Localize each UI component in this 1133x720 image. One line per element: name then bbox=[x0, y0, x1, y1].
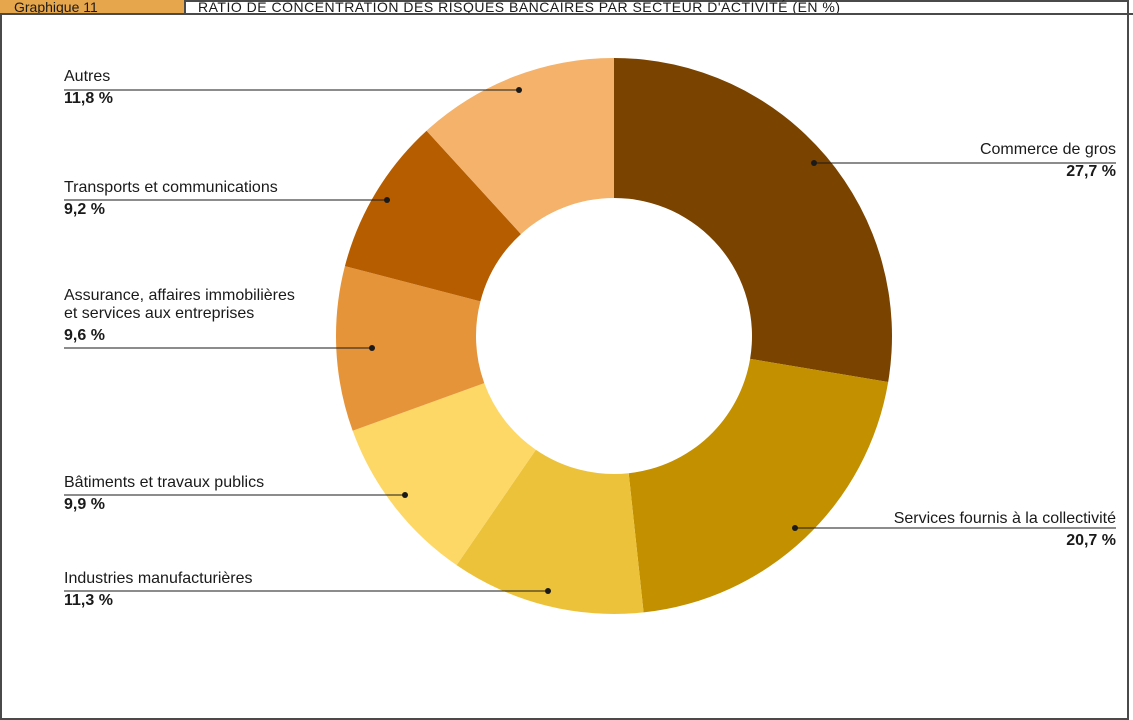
leader-dot bbox=[811, 160, 817, 166]
slice-label-name: Autres bbox=[64, 68, 110, 85]
leader-dot bbox=[545, 588, 551, 594]
leader-dot bbox=[516, 87, 522, 93]
chart-header: Graphique 11 RATIO DE CONCENTRATION DES … bbox=[0, 0, 1133, 15]
leader-dot bbox=[792, 525, 798, 531]
slice-label-value: 11,3 % bbox=[64, 592, 113, 609]
slice-label-value: 27,7 % bbox=[1066, 163, 1116, 180]
donut-slice bbox=[352, 383, 536, 566]
chart-title: RATIO DE CONCENTRATION DES RISQUES BANCA… bbox=[186, 0, 1133, 15]
leader-dot bbox=[402, 492, 408, 498]
slice-label-name: Services fournis à la collectivité bbox=[894, 510, 1116, 527]
donut-slice bbox=[336, 266, 485, 431]
chart-number: Graphique 11 bbox=[0, 0, 186, 15]
slice-label-name: Commerce de gros bbox=[980, 141, 1116, 158]
leader-dot bbox=[384, 197, 390, 203]
donut-slice bbox=[426, 58, 614, 235]
slice-label-name: Transports et communications bbox=[64, 179, 278, 196]
slice-label-name: Industries manufacturières bbox=[64, 570, 253, 587]
donut-slice bbox=[628, 358, 889, 613]
slice-label-value: 11,8 % bbox=[64, 90, 113, 107]
slice-label-value: 9,2 % bbox=[64, 201, 105, 218]
slice-label-value: 9,9 % bbox=[64, 496, 105, 513]
leader-dot bbox=[369, 345, 375, 351]
slice-label-name: Assurance, affaires immobilières et servi… bbox=[64, 287, 295, 322]
donut-slice bbox=[614, 58, 892, 382]
slice-label-value: 9,6 % bbox=[64, 327, 105, 344]
slice-label-value: 20,7 % bbox=[1066, 532, 1116, 549]
slice-label-name: Bâtiments et travaux publics bbox=[64, 474, 264, 491]
donut-slice bbox=[344, 130, 521, 302]
donut-slice bbox=[456, 449, 644, 614]
